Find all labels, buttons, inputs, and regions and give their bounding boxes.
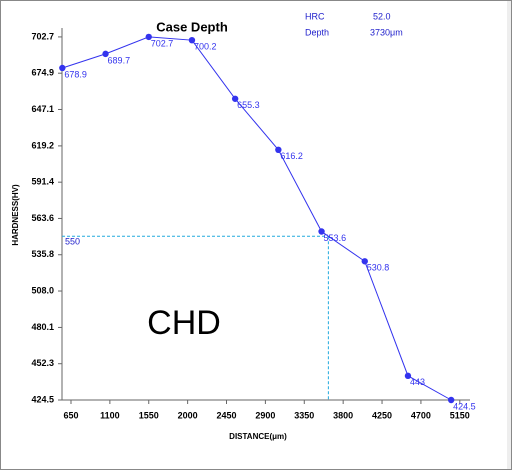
point bbox=[102, 50, 109, 58]
x-tick-label: 3800 bbox=[333, 410, 353, 420]
y-tick-label: 591.4 bbox=[31, 177, 54, 187]
value-label: 700.2 bbox=[194, 42, 217, 52]
x-tick-label: 1550 bbox=[139, 410, 159, 420]
x-tick-label: 4250 bbox=[372, 410, 392, 420]
y-tick-label: 424.5 bbox=[31, 394, 54, 404]
x-tick-label: 1100 bbox=[100, 410, 120, 420]
y-tick-label: 702.7 bbox=[31, 31, 54, 41]
depth-value: 3730μm bbox=[370, 27, 403, 37]
x-tick-label: 5150 bbox=[450, 410, 470, 420]
y-tick-label: 508.0 bbox=[31, 285, 54, 295]
y-tick-label: 535.8 bbox=[31, 249, 54, 259]
y-tick-label: 647.1 bbox=[31, 104, 54, 114]
x-axis-label: DISTANCE(μm) bbox=[229, 432, 287, 441]
value-label: 553.6 bbox=[324, 233, 347, 243]
value-label: 655.3 bbox=[237, 100, 260, 110]
point bbox=[275, 146, 282, 154]
value-label: 689.7 bbox=[108, 55, 131, 65]
point bbox=[231, 95, 239, 102]
annotation: CHD bbox=[147, 304, 221, 342]
x-tick-label: 3350 bbox=[294, 410, 314, 420]
value-label: 678.9 bbox=[64, 69, 87, 79]
frame-edge bbox=[507, 1, 511, 469]
point bbox=[447, 396, 455, 404]
x-tick-label: 650 bbox=[63, 410, 78, 420]
y-tick-label: 563.6 bbox=[31, 213, 54, 223]
value-label: 443 bbox=[410, 377, 425, 387]
value-label: 702.7 bbox=[151, 38, 174, 48]
hrc-label: HRC bbox=[305, 11, 325, 21]
value-label: 424.5 bbox=[453, 401, 476, 411]
point bbox=[361, 258, 368, 265]
point bbox=[318, 228, 325, 235]
value-label: 616.2 bbox=[280, 151, 303, 161]
threshold-label: 550 bbox=[65, 237, 80, 247]
y-tick-label: 452.3 bbox=[31, 358, 54, 368]
y-tick-label: 674.9 bbox=[31, 68, 54, 78]
y-tick-label: 480.1 bbox=[31, 322, 54, 332]
x-tick-label: 2450 bbox=[216, 410, 236, 420]
point bbox=[59, 64, 66, 72]
depth-label: Depth bbox=[305, 27, 329, 37]
x-tick-label: 4700 bbox=[411, 410, 431, 420]
series-line bbox=[62, 36, 452, 401]
hrc-value: 52.0 bbox=[373, 11, 391, 21]
point bbox=[188, 36, 196, 44]
x-tick-label: 2000 bbox=[178, 410, 198, 420]
x-tick-label: 2900 bbox=[255, 410, 275, 420]
value-label: 530.8 bbox=[367, 263, 390, 273]
point bbox=[404, 372, 412, 380]
chart-title: Case Depth bbox=[156, 19, 228, 34]
y-tick-label: 619.2 bbox=[31, 140, 54, 150]
y-axis-label: HARDNESS(HV) bbox=[11, 184, 20, 246]
point bbox=[145, 33, 152, 41]
